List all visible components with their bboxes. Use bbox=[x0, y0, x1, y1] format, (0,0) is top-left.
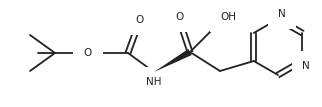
Text: NH: NH bbox=[146, 77, 162, 87]
Text: O: O bbox=[84, 48, 92, 58]
Text: OH: OH bbox=[220, 12, 236, 22]
Text: O: O bbox=[176, 12, 184, 22]
Text: N: N bbox=[302, 61, 310, 71]
Polygon shape bbox=[154, 49, 192, 72]
Text: N: N bbox=[278, 9, 286, 19]
Text: O: O bbox=[136, 15, 144, 25]
